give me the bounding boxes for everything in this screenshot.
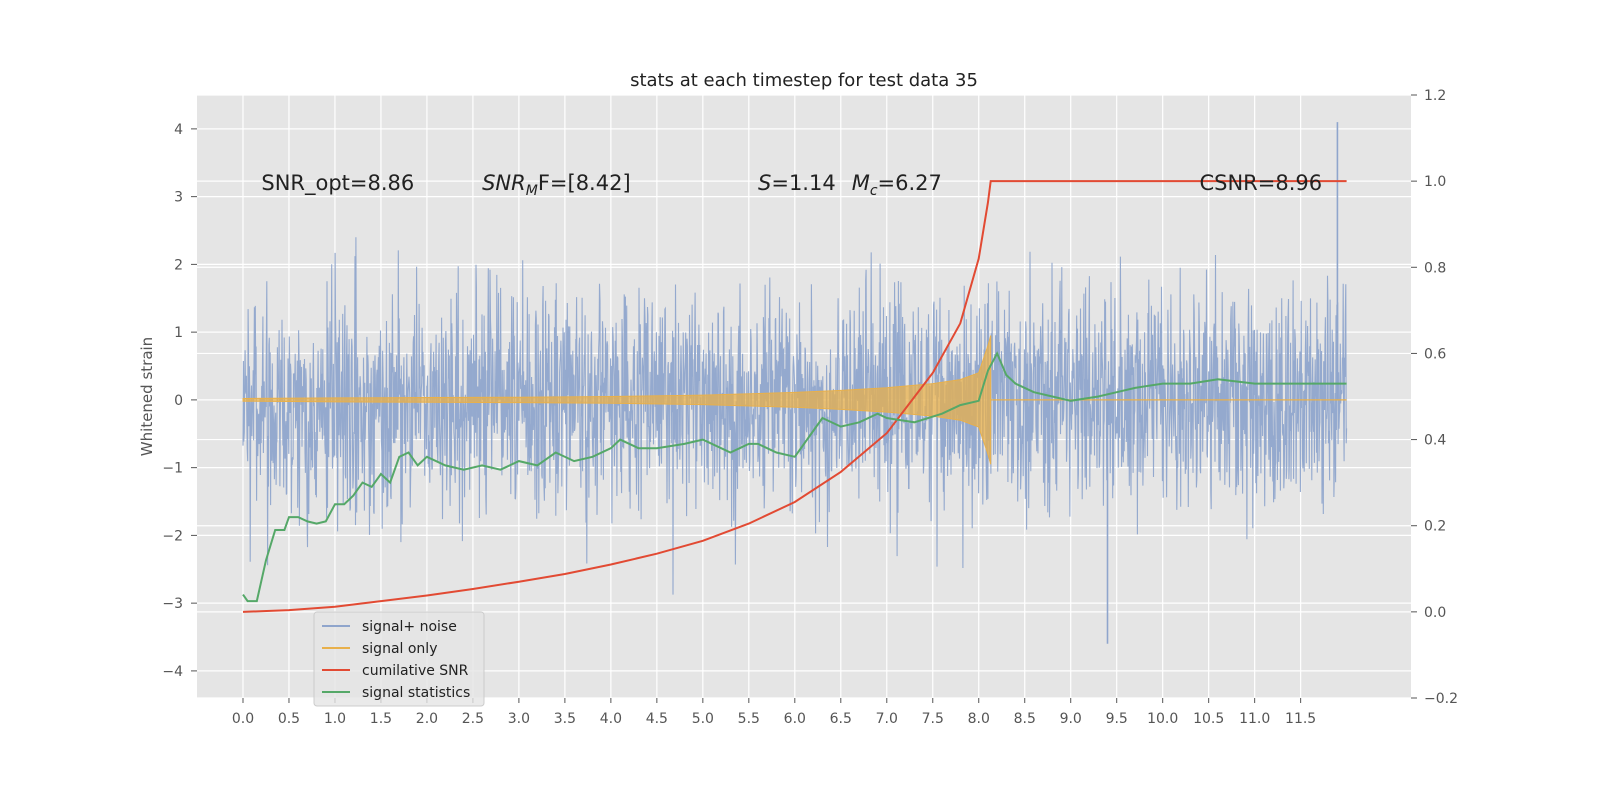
x-tick-label: 11.5 — [1285, 711, 1316, 727]
chart-title: stats at each timestep for test data 35 — [630, 70, 978, 91]
signal-noise-series — [242, 122, 1348, 644]
y2-tick-label: 0.4 — [1424, 433, 1446, 449]
x-tick-label: 9.0 — [1060, 711, 1082, 727]
signal-only-envelope — [242, 335, 992, 465]
x-tick-label: 9.5 — [1106, 711, 1128, 727]
y-axis-ticks: −4 −3 −2 −1 0 1 2 3 4 — [162, 122, 197, 680]
legend-label: signal+ noise — [362, 619, 457, 635]
x-tick-label: 4.0 — [600, 711, 622, 727]
annotation-mc-main: M — [852, 171, 870, 195]
x-tick-label: 5.5 — [738, 711, 760, 727]
annotation-csnr: CSNR=8.96 — [1199, 171, 1322, 195]
x-tick-label: 0.5 — [278, 711, 300, 727]
y2-tick-label: 0.8 — [1424, 260, 1446, 276]
x-tick-label: 5.0 — [692, 711, 714, 727]
x-tick-label: 3.0 — [508, 711, 530, 727]
legend-label: signal statistics — [362, 685, 470, 701]
y-tick-label: 0 — [174, 393, 183, 409]
y-tick-label: −1 — [162, 461, 183, 477]
x-tick-label: 6.5 — [830, 711, 852, 727]
signal-noise-line — [242, 237, 1348, 595]
x-tick-label: 11.0 — [1239, 711, 1270, 727]
annotation-snr-mf: SNRMF=[8.42] — [482, 171, 631, 199]
x-tick-label: 7.5 — [922, 711, 944, 727]
y2-axis-ticks: −0.2 0.0 0.2 0.4 0.6 0.8 1.0 1.2 — [1411, 88, 1458, 707]
y2-tick-label: 0.2 — [1424, 519, 1446, 535]
annotation-snr-mf-rest: F=[8.42] — [538, 171, 631, 195]
y-tick-label: 3 — [174, 190, 183, 206]
legend-label: signal only — [362, 641, 437, 657]
annotation-snr-opt: SNR_opt=8.86 — [261, 171, 414, 196]
annotation-s-mc: S=1.14 Mc=6.27 — [758, 171, 942, 199]
x-tick-label: 7.0 — [876, 711, 898, 727]
x-tick-label: 10.0 — [1147, 711, 1178, 727]
y-tick-label: 1 — [174, 325, 183, 341]
x-tick-label: 1.5 — [370, 711, 392, 727]
legend: signal+ noise signal only cumilative SNR si… — [313, 611, 485, 707]
y2-tick-label: −0.2 — [1424, 691, 1458, 707]
signal-statistics-line — [242, 351, 1347, 603]
x-tick-label: 2.5 — [462, 711, 484, 727]
x-axis-ticks: 0.0 0.5 1.0 1.5 2.0 2.5 3.0 3.5 4.0 4.5 5.0 5.5 6.0 6… — [232, 698, 1316, 727]
x-tick-label: 10.5 — [1193, 711, 1224, 727]
y2-tick-label: 1.0 — [1424, 174, 1446, 190]
annotation-mc-rest: =6.27 — [878, 171, 942, 195]
cumulative-snr-series — [242, 180, 1347, 613]
y-tick-label: 2 — [174, 257, 183, 273]
signal-statistics-series — [242, 351, 1347, 603]
legend-box — [313, 611, 485, 707]
y2-tick-label: 0.6 — [1424, 346, 1446, 362]
x-tick-label: 8.5 — [1014, 711, 1036, 727]
annotation-mc-sub: c — [870, 183, 878, 199]
x-tick-label: 3.5 — [554, 711, 576, 727]
y-axis-label: Whitened strain — [138, 337, 156, 456]
x-tick-label: 0.0 — [232, 711, 254, 727]
annotation-s-main: S — [758, 171, 771, 195]
cumulative-snr-line — [242, 180, 1347, 613]
x-tick-label: 2.0 — [416, 711, 438, 727]
y2-tick-label: 0.0 — [1424, 605, 1446, 621]
y-tick-label: 4 — [174, 122, 183, 138]
y2-tick-label: 1.2 — [1424, 88, 1446, 104]
y-tick-label: −2 — [162, 528, 183, 544]
x-tick-label: 8.0 — [968, 711, 990, 727]
signal-only-series — [242, 335, 1347, 465]
annotation-snr-mf-main: SNR — [482, 171, 526, 195]
x-tick-label: 1.0 — [324, 711, 346, 727]
annotation-snr-mf-sub: M — [526, 183, 538, 199]
x-tick-label: 6.0 — [784, 711, 806, 727]
legend-label: cumilative SNR — [362, 663, 469, 679]
y-tick-label: −4 — [162, 664, 183, 680]
x-tick-label: 4.5 — [646, 711, 668, 727]
y-tick-label: −3 — [162, 596, 183, 612]
annotation-s-rest: =1.14 — [771, 171, 835, 195]
